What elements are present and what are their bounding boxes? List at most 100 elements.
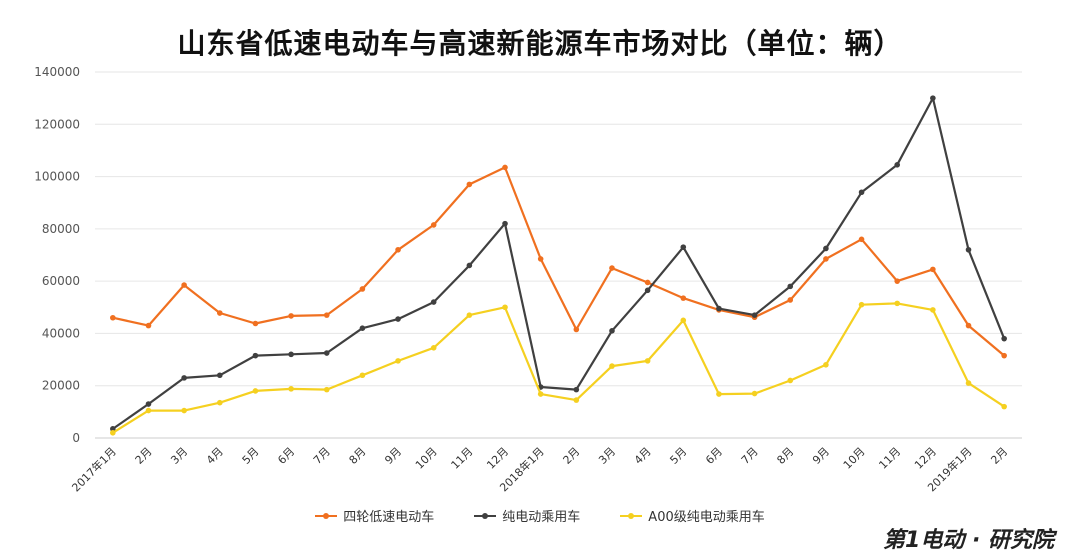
legend: 四轮低速电动车 纯电动乘用车 A00级纯电动乘用车 [0,506,1080,525]
x-tick-label: 5月 [240,445,262,467]
data-point [787,283,794,290]
x-tick-label: 6月 [703,445,725,467]
data-point [110,426,116,432]
data-point [430,222,437,228]
y-tick-label: 140000 [34,65,80,79]
series-1 [110,95,1007,432]
data-point [644,287,651,294]
data-point [573,397,580,403]
x-tick-label: 10月 [841,445,868,472]
legend-label: 四轮低速电动车 [343,510,435,525]
x-tick-label: 7月 [739,445,761,467]
data-point [751,390,758,397]
x-tick-label: 9月 [810,445,832,467]
data-point [395,246,401,253]
x-tick-label: 8月 [774,445,796,467]
data-point [573,386,580,393]
data-point [181,375,187,381]
data-point [216,310,223,316]
series-group [110,95,1007,436]
data-point [537,391,544,397]
data-point [965,380,972,386]
x-tick-label: 10月 [413,445,440,472]
y-tick-label: 20000 [42,379,80,393]
data-point [288,313,294,319]
x-tick-label: 4月 [204,445,226,467]
data-point [110,314,116,321]
data-point [823,362,829,368]
legend-swatch [620,512,643,519]
data-point [395,358,401,364]
x-tick-label: 9月 [382,445,404,467]
x-tick-label: 2017年1月 [69,444,119,494]
data-point [181,407,187,414]
data-point [359,286,366,292]
data-point [145,322,152,329]
data-point [573,326,580,333]
data-point [145,407,152,414]
data-point [1001,352,1007,359]
x-tick-label: 2月 [561,445,583,467]
data-point [930,266,936,273]
data-point [894,162,901,168]
x-tick-label: 3月 [168,445,190,467]
data-point [288,351,294,358]
data-point [466,312,473,318]
data-point [430,345,437,351]
data-point [252,320,259,327]
x-tick-label: 2月 [133,445,155,467]
data-point [751,312,758,318]
legend-swatch [474,512,497,519]
y-tick-label: 0 [72,431,80,445]
data-point [252,388,259,394]
data-point [359,372,366,379]
series-0 [110,164,1007,359]
data-point [858,301,865,308]
legend-label: A00级纯电动乘用车 [648,510,765,525]
data-point [680,244,687,250]
data-point [395,316,401,322]
x-tick-label: 12月 [484,445,511,472]
data-point [716,305,722,312]
data-point [894,300,901,307]
data-point [323,386,330,393]
data-point [823,256,829,262]
x-tick-label: 5月 [667,445,689,467]
x-tick-label: 12月 [912,445,939,472]
series-line [112,302,1005,434]
data-point [965,246,972,253]
data-point [537,256,544,262]
data-point [216,399,223,406]
data-point [894,278,901,284]
data-point [359,325,366,332]
data-point [145,401,152,407]
data-point [1001,403,1007,410]
data-point [609,363,615,369]
x-tick-label: 11月 [449,445,476,472]
data-point [502,164,508,171]
data-point [680,317,687,324]
data-point [930,307,936,313]
data-point [466,262,473,269]
data-point [680,295,687,301]
data-point [252,352,259,359]
y-axis: 0 20000 40000 60000 80000 100000 120000 140000 [34,65,80,445]
legend-item-pure-ev: 纯电动乘用车 [474,506,580,525]
data-point [644,358,651,364]
data-point [1001,335,1007,342]
data-point [787,377,794,384]
x-tick-label: 2月 [988,445,1010,467]
data-point [858,189,865,196]
brand-watermark: 第1电动 · 研究院 [883,528,1054,553]
data-point [609,265,615,271]
legend-item-low-speed: 四轮低速电动车 [315,506,434,525]
y-tick-label: 100000 [34,170,80,184]
data-point [644,279,651,286]
series-line [112,166,1005,357]
series-line [112,96,1006,430]
data-point [323,350,330,356]
data-point [965,322,972,329]
data-point [787,297,794,303]
y-tick-label: 60000 [42,274,80,288]
